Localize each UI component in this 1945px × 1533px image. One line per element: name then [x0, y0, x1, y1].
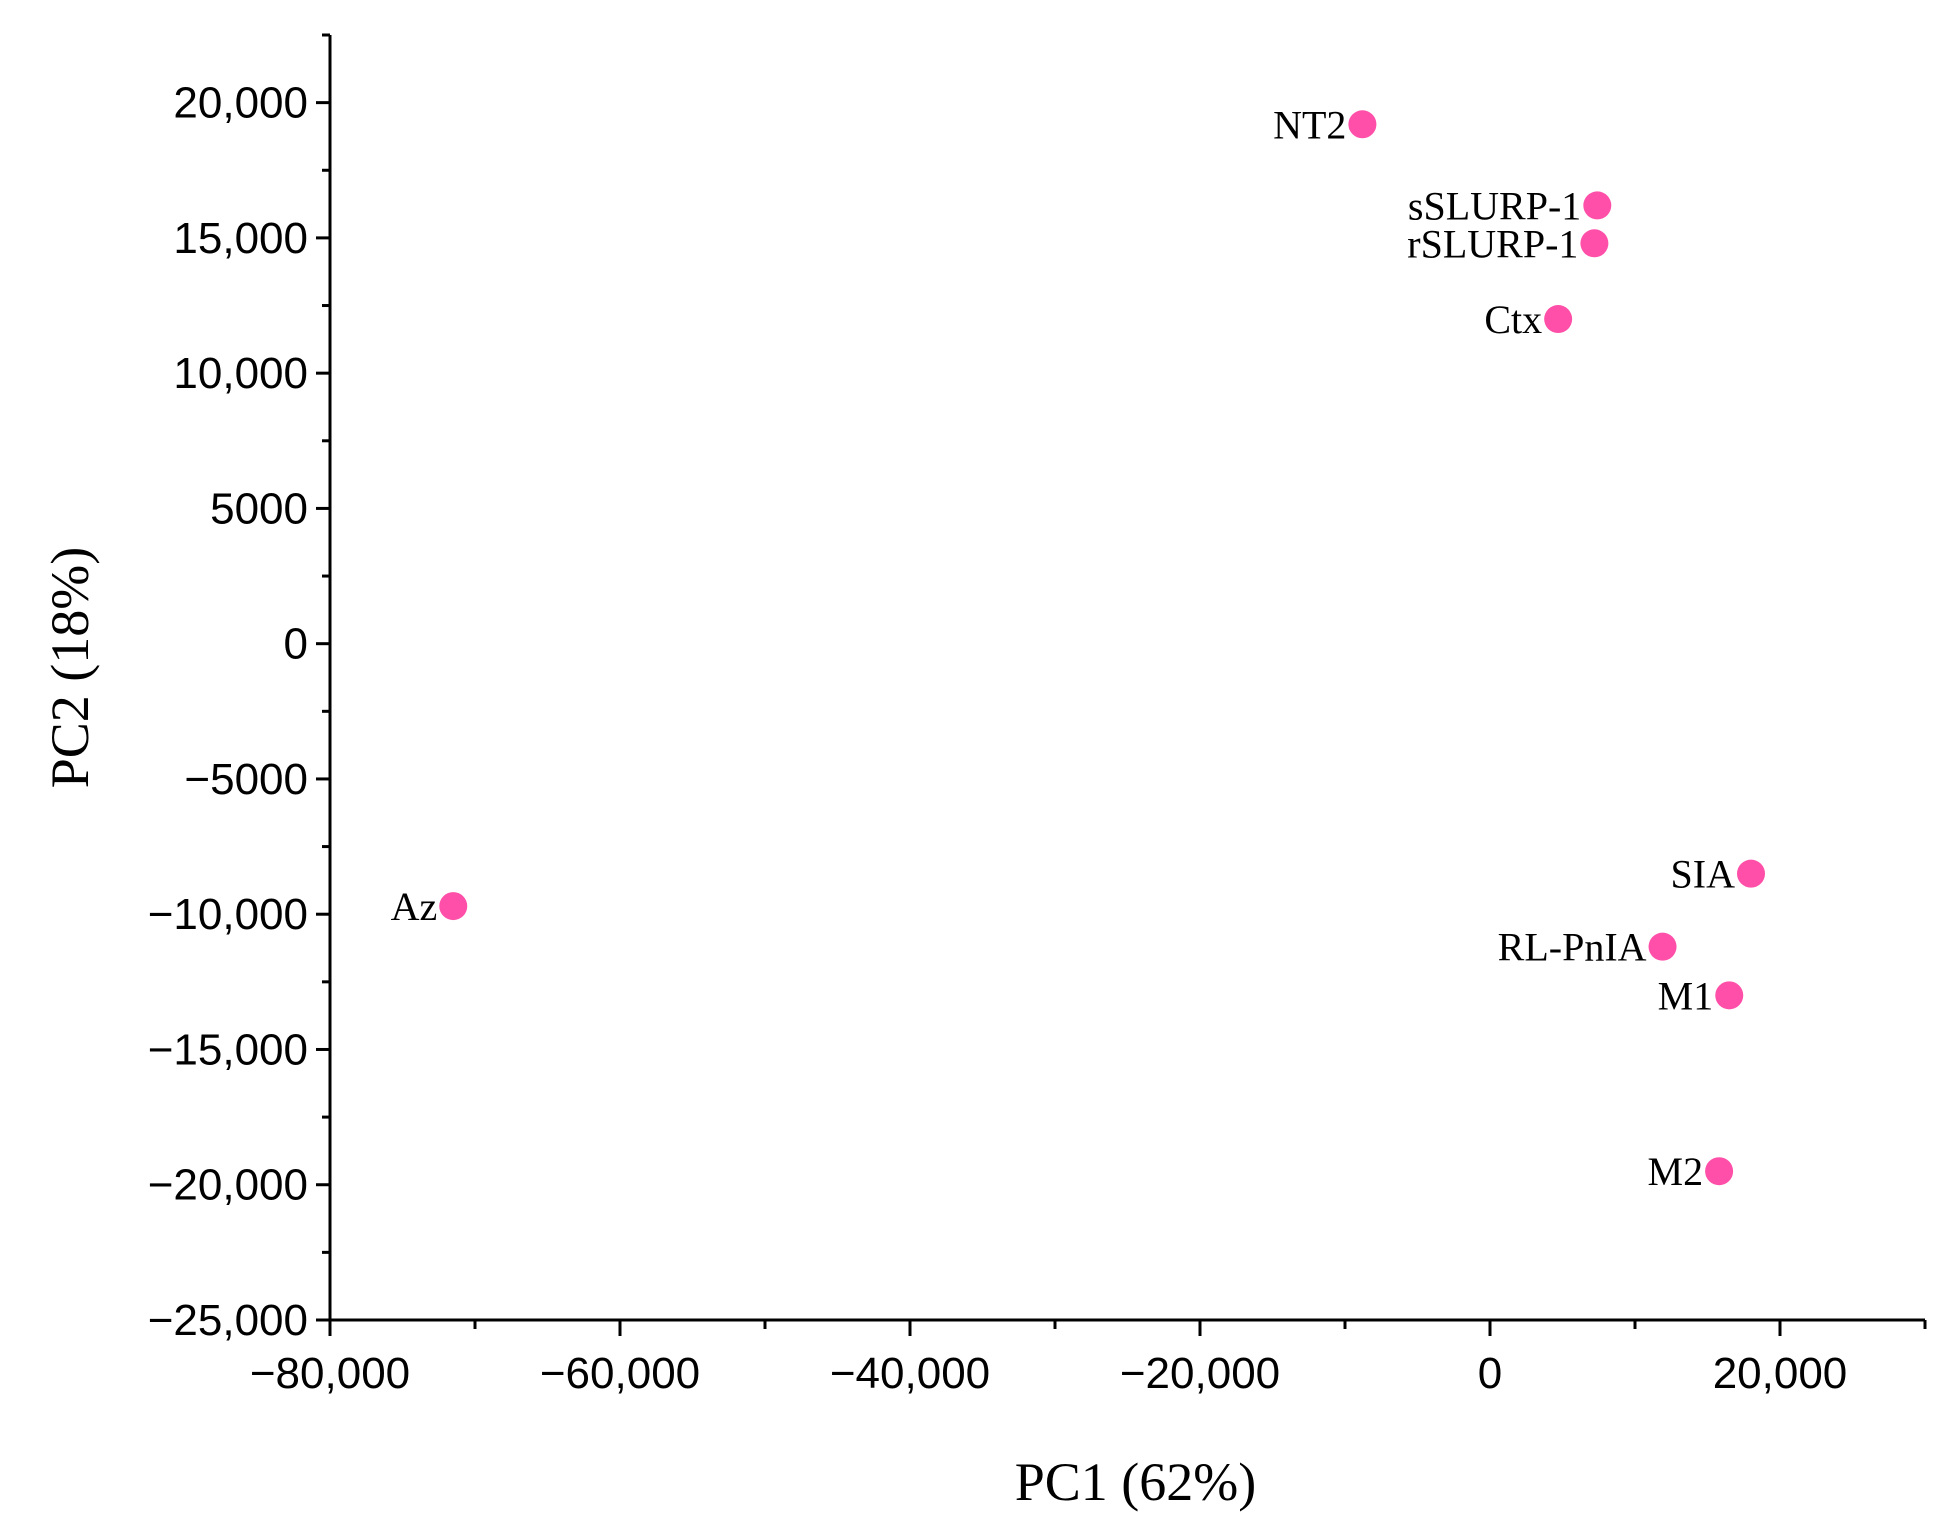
data-point: [1648, 932, 1677, 961]
x-tick-label: −40,000: [830, 1349, 990, 1398]
x-tick-label: 0: [1478, 1349, 1502, 1398]
data-point-label: rSLURP-1: [1407, 221, 1578, 266]
y-tick-label: −15,000: [148, 1025, 308, 1074]
y-tick-label: −25,000: [148, 1296, 308, 1345]
y-tick-label: −20,000: [148, 1161, 308, 1210]
data-point-label: sSLURP-1: [1408, 183, 1581, 228]
data-point: [1544, 305, 1573, 334]
data-point: [1583, 191, 1612, 220]
y-tick-label: −5000: [184, 755, 308, 804]
data-point-label: M1: [1658, 973, 1714, 1018]
x-axis-title: PC1 (62%): [1015, 1452, 1257, 1512]
data-point-label: Az: [391, 884, 438, 929]
y-ticks: 20,000 15,000 10,000 5000 0 −5000 −10,000 −15,0…: [148, 33, 330, 1345]
axes: [328, 35, 1925, 1322]
data-point-label: NT2: [1273, 102, 1346, 147]
x-ticks: −80,000 −60,000 −40,000 −20,000 0 20,000: [250, 1320, 1927, 1398]
data-point-label: SIA: [1671, 852, 1736, 897]
x-tick-label: −20,000: [1120, 1349, 1280, 1398]
data-point-label: RL-PnIA: [1498, 925, 1647, 970]
data-point-label: M2: [1648, 1149, 1704, 1194]
y-tick-label: 5000: [210, 484, 308, 533]
y-tick-label: −10,000: [148, 890, 308, 939]
data-point: [439, 892, 468, 921]
x-tick-label: −80,000: [250, 1349, 410, 1398]
data-point: [1348, 110, 1377, 139]
data-point-label: Ctx: [1484, 297, 1542, 342]
data-point: [1737, 859, 1765, 888]
x-tick-label: −60,000: [540, 1349, 700, 1398]
data-point: [1580, 229, 1609, 258]
y-tick-label: 10,000: [173, 349, 308, 398]
y-tick-label: 15,000: [173, 214, 308, 263]
data-point: [1705, 1157, 1734, 1186]
data-point: [1715, 981, 1744, 1010]
y-tick-label: 20,000: [173, 79, 308, 128]
x-tick-label: 20,000: [1713, 1349, 1848, 1398]
y-tick-label: 0: [284, 620, 308, 669]
y-axis-title: PC2 (18%): [40, 547, 100, 789]
